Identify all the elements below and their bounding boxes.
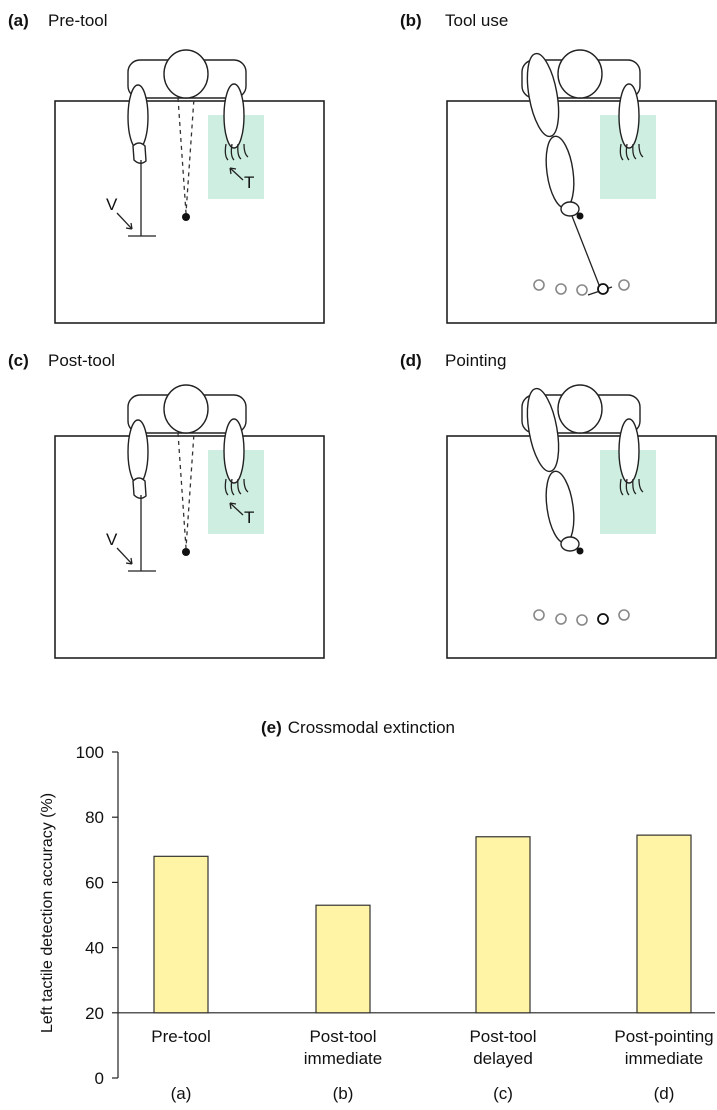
right-arm	[223, 418, 245, 484]
t-label: T	[244, 508, 254, 527]
left-upper-arm	[526, 52, 560, 138]
y-tick-label: 60	[85, 873, 104, 892]
left-arm	[127, 84, 149, 150]
bar-chart: (e) Crossmodal extinction Left tactile de…	[39, 718, 715, 1103]
bar-1	[153, 855, 209, 1014]
fixation-point	[576, 547, 584, 555]
category-label-line2: immediate	[304, 1049, 382, 1068]
v-arrow	[116, 547, 133, 565]
right-hand-fingers	[619, 143, 644, 161]
head	[163, 384, 209, 434]
left-hand	[560, 536, 580, 552]
left-hand	[132, 142, 147, 164]
table-surface	[54, 435, 325, 659]
bar-4	[636, 834, 692, 1014]
panel-d: (d) Pointing	[400, 351, 717, 659]
target-active	[597, 613, 609, 625]
target	[533, 279, 545, 291]
target	[576, 284, 588, 296]
target	[618, 279, 630, 291]
panel-c-letter: (c)	[8, 351, 29, 370]
rake-tool	[571, 215, 602, 291]
category-letter: (d)	[654, 1084, 675, 1103]
bar-3	[475, 836, 531, 1014]
panel-c: (c) Post-tool V T	[8, 351, 325, 659]
target-active	[597, 283, 609, 295]
table-surface	[54, 100, 325, 324]
panel-a-title: Pre-tool	[48, 11, 108, 30]
target	[576, 614, 588, 626]
category-label: Post-tool	[309, 1027, 376, 1046]
head	[557, 384, 603, 434]
category-letter: (b)	[333, 1084, 354, 1103]
y-tick-label: 100	[76, 743, 104, 762]
target	[618, 609, 630, 621]
chart-title: (e) Crossmodal extinction	[261, 718, 455, 737]
v-label: V	[106, 530, 118, 549]
y-tick-label: 0	[95, 1069, 104, 1088]
category-label: Post-tool	[469, 1027, 536, 1046]
y-tick-label: 40	[85, 939, 104, 958]
left-hand	[132, 477, 147, 499]
v-arrow	[116, 212, 133, 230]
category-letter: (a)	[171, 1084, 192, 1103]
right-hand-fingers	[619, 478, 644, 496]
panel-d-title: Pointing	[445, 351, 506, 370]
panel-b-letter: (b)	[400, 11, 422, 30]
panel-d-letter: (d)	[400, 351, 422, 370]
y-axis-label: Left tactile detection accuracy (%)	[39, 793, 56, 1033]
target	[533, 609, 545, 621]
t-arrow	[229, 502, 244, 516]
head	[557, 49, 603, 99]
right-arm	[223, 83, 245, 149]
category-letter: (c)	[493, 1084, 513, 1103]
right-hand-fingers	[224, 143, 249, 161]
head	[163, 49, 209, 99]
y-tick-label: 80	[85, 808, 104, 827]
v-label: V	[106, 195, 118, 214]
fixation-point	[182, 213, 190, 221]
left-upper-arm	[526, 387, 560, 473]
category-label: Pre-tool	[151, 1027, 211, 1046]
fixation-point	[576, 212, 584, 220]
fixation-point	[182, 548, 190, 556]
y-ticks: 0 20 40 60 80 100	[76, 743, 118, 1088]
bar-2	[315, 904, 371, 1014]
category-label-line2: delayed	[473, 1049, 533, 1068]
panel-a: (a) Pre-tool V T	[8, 11, 325, 324]
target	[555, 613, 567, 625]
panel-a-letter: (a)	[8, 11, 29, 30]
panel-b: (b) Tool use	[400, 11, 717, 324]
right-hand-fingers	[224, 478, 249, 496]
target	[555, 283, 567, 295]
y-tick-label: 20	[85, 1004, 104, 1023]
left-hand	[560, 201, 580, 217]
bars	[153, 834, 692, 1014]
t-label: T	[244, 173, 254, 192]
category-label: Post-pointing	[614, 1027, 713, 1046]
panel-c-title: Post-tool	[48, 351, 115, 370]
right-arm	[618, 418, 640, 484]
category-label-line2: immediate	[625, 1049, 703, 1068]
left-arm	[127, 419, 149, 485]
panel-b-title: Tool use	[445, 11, 508, 30]
right-arm	[618, 83, 640, 149]
t-arrow	[229, 167, 244, 181]
category-labels: Pre-tool (a) Post-tool immediate (b) Post-too…	[151, 1027, 713, 1103]
